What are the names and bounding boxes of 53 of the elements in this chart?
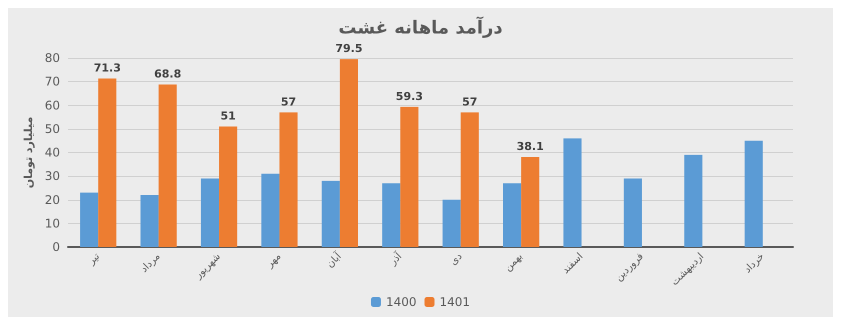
- x-tick-label: خرداد: [742, 251, 767, 276]
- x-tick-label: آذر: [386, 248, 406, 268]
- data-label: 71.3: [94, 62, 121, 75]
- bar: [460, 112, 479, 247]
- y-tick-label: 70: [44, 74, 60, 89]
- bar: [279, 112, 298, 247]
- bar: [442, 200, 461, 247]
- data-label: 38.1: [516, 140, 544, 153]
- bar: [563, 138, 582, 247]
- x-tick-label: اسفند: [560, 251, 586, 276]
- x-tick-label: تیر: [86, 250, 102, 268]
- y-tick-label: 30: [44, 169, 60, 184]
- bar: [322, 180, 340, 247]
- y-tick-label: 50: [44, 122, 60, 136]
- data-label: 59.3: [396, 90, 423, 103]
- bar: [98, 78, 116, 247]
- data-label: 51: [220, 110, 236, 123]
- data-label: 68.8: [154, 67, 182, 80]
- bar: [624, 178, 642, 247]
- bar: [261, 174, 280, 247]
- bar: [80, 192, 98, 247]
- data-label: 79.5: [335, 42, 363, 56]
- data-label: 57: [280, 95, 296, 108]
- x-tick-label: مرداد: [138, 251, 163, 275]
- bar: [400, 106, 418, 247]
- bar: [140, 195, 159, 247]
- x-tick-label: بهمن: [502, 251, 526, 274]
- y-tick-label: 0: [52, 240, 60, 254]
- x-tick-label: آبان: [323, 248, 345, 270]
- data-label: 57: [462, 95, 478, 108]
- legend-label: 1401: [440, 295, 470, 309]
- x-tick-label: اردیبهشت: [669, 251, 706, 288]
- x-tick-label: دی: [448, 251, 465, 268]
- y-axis-title: میلیارد تومان: [22, 116, 35, 188]
- bar: [200, 178, 220, 247]
- bar: [744, 140, 763, 247]
- bar: [503, 183, 522, 247]
- x-tick-label: مهر: [264, 251, 284, 271]
- chart-title: درآمد ماهانه غشت: [338, 16, 503, 38]
- bar: [219, 126, 238, 247]
- x-tick-label: شهریور: [192, 251, 223, 282]
- x-tick-label: فروردین: [613, 250, 646, 284]
- bar: [684, 154, 702, 247]
- y-tick-label: 80: [44, 51, 60, 65]
- legend-label: 1400: [386, 295, 417, 309]
- y-tick-label: 40: [44, 146, 60, 160]
- y-tick-label: 10: [44, 216, 60, 230]
- bar: [521, 156, 540, 247]
- bar: [382, 183, 400, 247]
- y-tick-label: 60: [44, 98, 60, 112]
- bar: [158, 84, 177, 247]
- bar: [340, 59, 358, 247]
- y-tick-label: 20: [44, 192, 60, 207]
